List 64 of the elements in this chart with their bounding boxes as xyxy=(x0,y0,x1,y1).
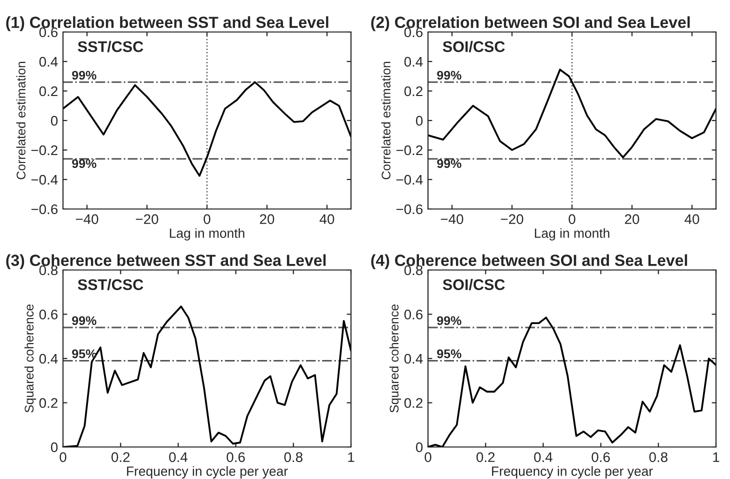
x-axis-title: Lag in month xyxy=(534,228,610,240)
y-tick-label: 0.6 xyxy=(39,310,58,320)
x-axis-title: Frequency in cycle per year xyxy=(127,466,288,478)
x-tick-label: −40 xyxy=(440,214,464,224)
y-tick-label: 0 xyxy=(50,442,58,452)
y-tick-label: −0.4 xyxy=(31,174,58,185)
y-tick-label: 0.4 xyxy=(404,56,423,67)
x-tick-label: 20 xyxy=(624,214,640,224)
y-tick-label: −0.2 xyxy=(31,145,58,156)
x-tick-label: 1 xyxy=(713,452,720,462)
x-tick-label: 0 xyxy=(60,452,66,462)
y-tick-label: 0.4 xyxy=(39,354,58,364)
y-axis-title: Correlated estimation xyxy=(381,62,390,180)
x-tick-label: 0 xyxy=(424,452,432,462)
y-tick-label: 0.2 xyxy=(39,86,58,96)
y-tick-label: −0.6 xyxy=(31,204,58,214)
x-tick-label: 0.4 xyxy=(534,452,552,462)
annotation: 99% xyxy=(72,70,96,80)
annotation: SST/CSC xyxy=(78,278,144,290)
annotation: SOI/CSC xyxy=(442,278,505,290)
annotation: 99% xyxy=(437,159,462,168)
x-tick-label: 0.2 xyxy=(111,452,130,462)
x-tick-label: 40 xyxy=(684,214,700,224)
x-tick-label: −20 xyxy=(500,214,524,224)
x-tick-label: 0.6 xyxy=(226,452,245,462)
x-tick-label: 0.8 xyxy=(284,452,302,462)
y-tick-label: 0.6 xyxy=(404,310,423,320)
x-tick-label: −20 xyxy=(136,214,158,224)
y-tick-label: 0.2 xyxy=(39,398,58,408)
y-tick-label: 0 xyxy=(416,116,423,126)
annotation: SST/CSC xyxy=(78,40,144,52)
annotation: 99% xyxy=(72,159,96,168)
x-tick-label: 20 xyxy=(260,214,274,224)
y-tick-label: −0.2 xyxy=(396,145,422,156)
annotation: 99% xyxy=(437,316,462,326)
annotation: SOI/CSC xyxy=(442,40,505,52)
y-tick-label: 0.4 xyxy=(39,56,58,67)
x-tick-label: 1 xyxy=(348,452,354,462)
y-tick-label: 0.4 xyxy=(404,354,423,364)
annotation: 95% xyxy=(72,349,96,358)
y-tick-label: −0.6 xyxy=(396,204,423,214)
annotation: 99% xyxy=(72,316,96,326)
x-tick-label: 0.6 xyxy=(592,452,610,462)
y-tick-label: 0.2 xyxy=(404,86,422,96)
x-tick-label: 0.4 xyxy=(169,452,188,462)
x-tick-label: 0 xyxy=(568,214,576,224)
x-tick-label: −40 xyxy=(76,214,98,224)
x-tick-label: 0 xyxy=(204,214,210,224)
x-tick-label: 40 xyxy=(320,214,334,224)
annotation: 99% xyxy=(437,70,462,80)
x-axis-title: Lag in month xyxy=(170,228,244,240)
y-tick-label: 0 xyxy=(416,442,423,452)
y-axis-title: Correlated estimation xyxy=(16,62,26,180)
y-axis-title: Squared coherence xyxy=(389,304,402,412)
annotation: 95% xyxy=(437,349,462,358)
x-tick-label: 0.2 xyxy=(476,452,495,462)
y-tick-label: 0 xyxy=(50,116,58,126)
line-series xyxy=(428,68,716,158)
line-series xyxy=(63,81,351,177)
x-axis-title: Frequency in cycle per year xyxy=(492,466,653,478)
y-axis-title: Squared coherence xyxy=(24,304,36,412)
x-tick-label: 0.8 xyxy=(649,452,668,462)
y-tick-label: −0.4 xyxy=(396,174,423,185)
y-tick-label: 0.2 xyxy=(404,398,422,408)
